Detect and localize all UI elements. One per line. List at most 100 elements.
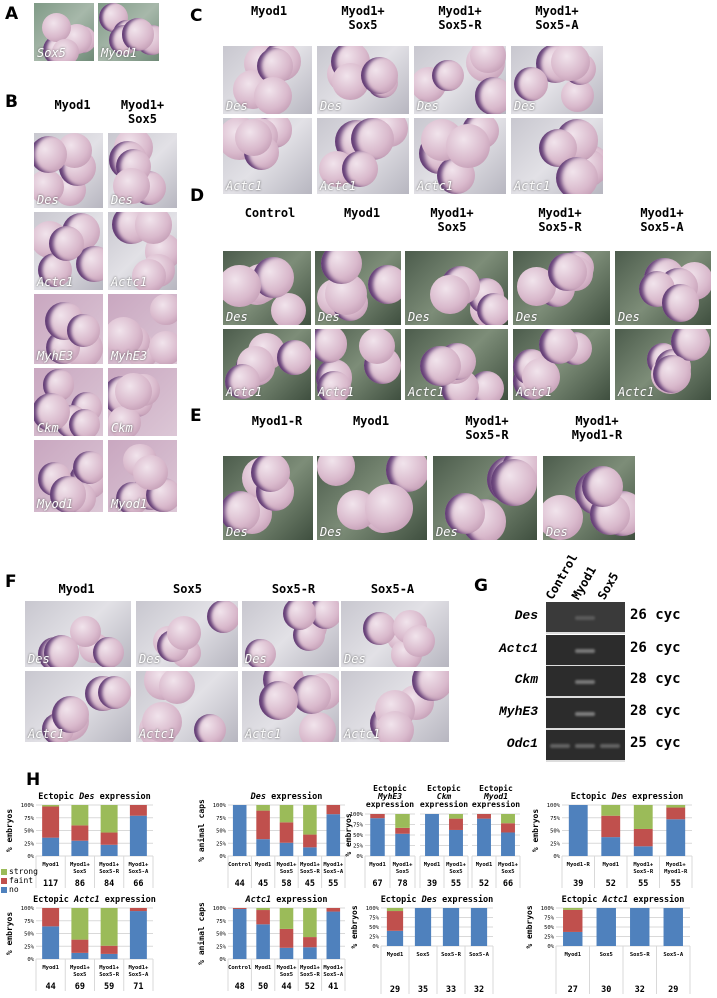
embryo <box>92 637 124 667</box>
n-count: 32 <box>474 985 484 995</box>
embryo-photo: Actc1 <box>316 117 410 195</box>
embryo <box>224 363 260 400</box>
chart-title: Ectopic Des expression <box>571 791 684 802</box>
column-header: Sox5-A <box>370 582 415 596</box>
category-label: Sox5-R <box>630 952 651 958</box>
embryo-photo: Des <box>241 600 340 668</box>
bar-segment-faint <box>326 805 341 815</box>
n-count: 44 <box>235 879 245 889</box>
embryo <box>194 714 227 742</box>
bar-segment-strong <box>303 908 317 938</box>
embryo <box>115 372 153 410</box>
embryo-photo: Des <box>24 600 132 668</box>
n-count: 29 <box>668 985 678 995</box>
category-label: Sox5-A <box>663 952 684 958</box>
title-gene: Des <box>421 895 437 905</box>
y-tick-label: 50% <box>369 925 380 931</box>
column-header: Myod1 <box>250 4 288 18</box>
embryo <box>432 59 464 92</box>
bar-segment-faint <box>477 814 491 819</box>
y-tick-label: 50% <box>544 925 555 931</box>
embryo-photo: Myod1 <box>97 2 160 62</box>
panel-label-h: H <box>26 770 41 790</box>
embryo-photo: Ckm <box>107 367 178 437</box>
embryo <box>97 675 131 709</box>
y-tick-label: 100% <box>541 906 555 912</box>
embryo-photo: Actc1 <box>107 211 178 291</box>
y-tick-label: 75% <box>544 916 555 922</box>
y-tick-label: 75% <box>353 823 364 829</box>
chart-svg: Des expression 0% 25% 50% 75% 100% % animal ca… <box>196 791 346 889</box>
n-count: 55 <box>638 879 648 889</box>
chart-svg: Ectopic Des expression 0% 25% 50% 75% 100% % e… <box>531 791 693 889</box>
bar-segment-no <box>501 832 515 856</box>
category-label: Myod1-R <box>664 869 688 875</box>
embryo-photo: Des <box>314 250 402 326</box>
legend-swatch <box>1 887 7 893</box>
embryo <box>341 151 378 187</box>
embryo-photo: Actc1 <box>33 211 104 291</box>
chart-title: Actc1 expression <box>245 894 328 905</box>
y-tick-label: 75% <box>24 919 35 925</box>
bar-segment-strong <box>100 908 118 946</box>
bar-segment-strong <box>71 805 89 826</box>
title-gene: Des <box>78 792 94 802</box>
y-axis-label: % embryos <box>5 912 14 956</box>
panel-label-d: D <box>190 186 205 206</box>
gene-label: Sox5 <box>37 46 66 60</box>
y-tick-label: 50% <box>216 932 227 938</box>
category-label: Myod1+ <box>498 862 519 868</box>
bar-segment-faint <box>563 909 583 932</box>
category-label: Myod1+ <box>277 862 298 868</box>
stacked-bar-chart: Ectopic Myod1 expression Myod1 52 Myod1+ Sox5… <box>470 783 522 892</box>
y-tick-label: 50% <box>24 932 35 938</box>
n-count: 41 <box>328 982 338 992</box>
bar-segment-strong <box>501 814 515 824</box>
gene-label: Des <box>28 652 50 666</box>
stacked-bar-chart: Ectopic MyhE3 expression 0% 25% 50% 75% 100%% … <box>343 783 417 892</box>
title-suffix: expression <box>628 894 684 905</box>
bar-segment-no <box>326 814 341 856</box>
embryo <box>412 671 449 701</box>
embryo <box>548 252 587 292</box>
embryo-photo: MyhE3 <box>107 293 178 365</box>
embryo-photo: Actc1 <box>314 328 402 401</box>
category-label: Sox5 <box>396 869 409 875</box>
y-tick-label: 100% <box>547 803 561 809</box>
bar-segment-no <box>42 837 60 856</box>
gene-label: Actc1 <box>417 179 454 193</box>
bar-segment-no <box>470 908 488 946</box>
column-header: Myod1+ Sox5 <box>341 4 385 32</box>
embryo <box>270 292 307 325</box>
bar-segment-no <box>477 818 491 856</box>
embryo <box>470 46 506 74</box>
embryo <box>365 483 413 532</box>
y-tick-label: 0% <box>547 944 554 950</box>
legend-swatch <box>1 878 7 884</box>
n-count: 35 <box>418 985 428 995</box>
bar-segment-strong <box>100 805 118 833</box>
embryo <box>476 293 508 325</box>
embryo-photo: Actc1 <box>222 328 312 401</box>
gene-label: Des <box>318 310 340 324</box>
category-label: Myod1 <box>369 862 386 868</box>
bar-segment-faint <box>395 827 410 834</box>
gene-label: Des <box>408 310 430 324</box>
title-suffix: expression <box>627 791 683 802</box>
lane-label: Sox5 <box>594 569 622 602</box>
gene-label: Des <box>344 652 366 666</box>
category-label: Sox5-R <box>99 972 120 978</box>
embryo <box>223 264 261 307</box>
embryo <box>67 314 100 347</box>
bar-segment-strong <box>279 908 294 929</box>
embryo <box>131 259 166 290</box>
embryo <box>149 331 177 364</box>
embryo-photo: Des <box>510 45 604 115</box>
stacked-bar-chart: Ectopic Actc1 expression 0% 25% 50% 75% 100%%… <box>0 893 156 995</box>
embryo-photo: Sox5 <box>33 2 95 62</box>
category-label: Myod1 <box>602 862 619 868</box>
embryo-photo: Des <box>316 45 410 115</box>
gel-band <box>575 649 595 653</box>
category-label: Sox5 <box>416 952 429 958</box>
